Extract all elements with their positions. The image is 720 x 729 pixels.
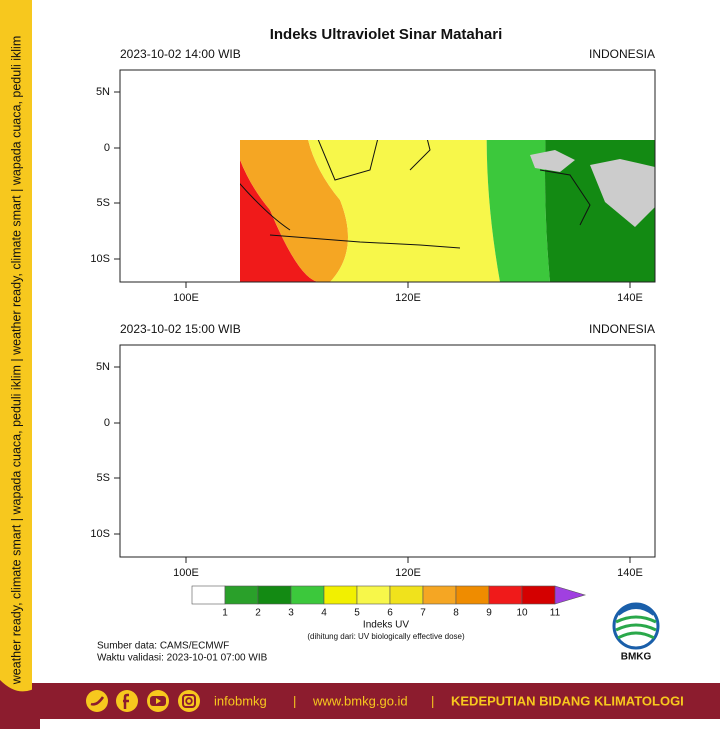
lon-label: 100E	[173, 292, 199, 304]
colorbar-box	[224, 585, 259, 605]
map-frame	[119, 69, 656, 283]
uv-region	[260, 345, 370, 557]
lon-label: 120E	[395, 567, 421, 579]
coastline	[140, 360, 590, 523]
footer-department: KEDEPUTIAN BIDANG KLIMATOLOGI	[451, 693, 684, 708]
lat-label: 5N	[96, 86, 110, 98]
map-frame	[119, 344, 656, 558]
lat-label: 5S	[97, 197, 110, 209]
lon-label: 140E	[617, 292, 643, 304]
lat-label: 0	[104, 417, 110, 429]
map-time: 2023-10-02 15:00 WIB	[120, 322, 241, 336]
uv-region	[200, 345, 313, 557]
footer-separator: |	[431, 693, 434, 708]
map-region: INDONESIA	[589, 322, 655, 336]
colorbar-box	[521, 585, 556, 605]
colorbar-label: 9	[486, 608, 492, 619]
sidebar-text: weather ready, climate smart | wapada cu…	[9, 36, 23, 685]
map-time: 2023-10-02 14:00 WIB	[120, 47, 241, 61]
colorbar-label: 8	[453, 608, 459, 619]
footer-bar	[32, 683, 720, 719]
map-region: INDONESIA	[589, 47, 655, 61]
uv-region	[120, 345, 232, 557]
colorbar-label: 3	[288, 608, 294, 619]
map-panel: 2023-10-02 15:00 WIB INDONESIA 5N 0 5S 10S 100…	[90, 322, 656, 579]
title: Indeks Ultraviolet Sinar Matahari	[270, 26, 503, 43]
uv-region	[530, 150, 655, 227]
colorbar-label: 7	[420, 608, 426, 619]
colorbar-box	[455, 585, 490, 605]
lat-label: 5N	[96, 361, 110, 373]
colorbar-label: 2	[255, 608, 261, 619]
map-panel: 2023-10-02 14:00 WIB INDONESIA 5N 0 5S 10S 100…	[90, 47, 656, 304]
colorbar-note: (dihitung dari: UV biologically effectiv…	[307, 632, 465, 641]
footer-handle: infobmkg	[214, 693, 267, 708]
logo-text: BMKG	[621, 652, 652, 663]
uv-region	[308, 140, 500, 282]
colorbar-label: 1	[222, 608, 228, 619]
uv-region	[240, 159, 320, 282]
colorbar-arrow	[554, 585, 587, 605]
lat-label: 10S	[90, 253, 110, 265]
colorbar-box	[290, 585, 325, 605]
uv-region	[450, 345, 645, 520]
social-icons	[86, 690, 200, 712]
source: Sumber data: CAMS/ECMWF	[97, 641, 229, 652]
logo: BMKG	[612, 602, 660, 663]
lon-label: 120E	[395, 292, 421, 304]
colorbar-label: 10	[516, 608, 528, 619]
colorbar-label: 6	[387, 608, 393, 619]
colorbar: 1 2 3 4 5 6 7 8 9 10 11	[191, 585, 587, 619]
colorbar-box	[257, 585, 292, 605]
colorbar-box	[422, 585, 457, 605]
maps: 2023-10-02 14:00 WIB INDONESIA 5N 0 5S 10S 100…	[90, 47, 656, 579]
validity: Waktu validasi: 2023-10-01 07:00 WIB	[97, 653, 268, 664]
lat-label: 5S	[97, 472, 110, 484]
sidebar	[0, 0, 32, 729]
colorbar-box	[191, 585, 226, 605]
uv-region	[240, 140, 348, 282]
lat-label: 0	[104, 142, 110, 154]
uv-region	[486, 140, 550, 282]
colorbar-label: 5	[354, 608, 360, 619]
uv-region	[334, 345, 476, 557]
colorbar-box	[356, 585, 391, 605]
colorbar-title: Indeks UV	[363, 620, 409, 631]
colorbar-label: 11	[550, 608, 561, 619]
sidebar-corner	[0, 680, 40, 729]
lon-label: 100E	[173, 567, 199, 579]
footer-separator: |	[293, 693, 296, 708]
colorbar-box	[389, 585, 424, 605]
uv-field	[240, 140, 655, 282]
colorbar-box	[488, 585, 523, 605]
colorbar-box	[323, 585, 358, 605]
uv-region	[450, 345, 655, 557]
lon-label: 140E	[617, 567, 643, 579]
uv-field	[120, 345, 655, 557]
coastline	[240, 140, 591, 249]
colorbar-label: 4	[321, 608, 327, 619]
lat-label: 10S	[90, 528, 110, 540]
footer-website: www.bmkg.go.id	[312, 693, 408, 708]
